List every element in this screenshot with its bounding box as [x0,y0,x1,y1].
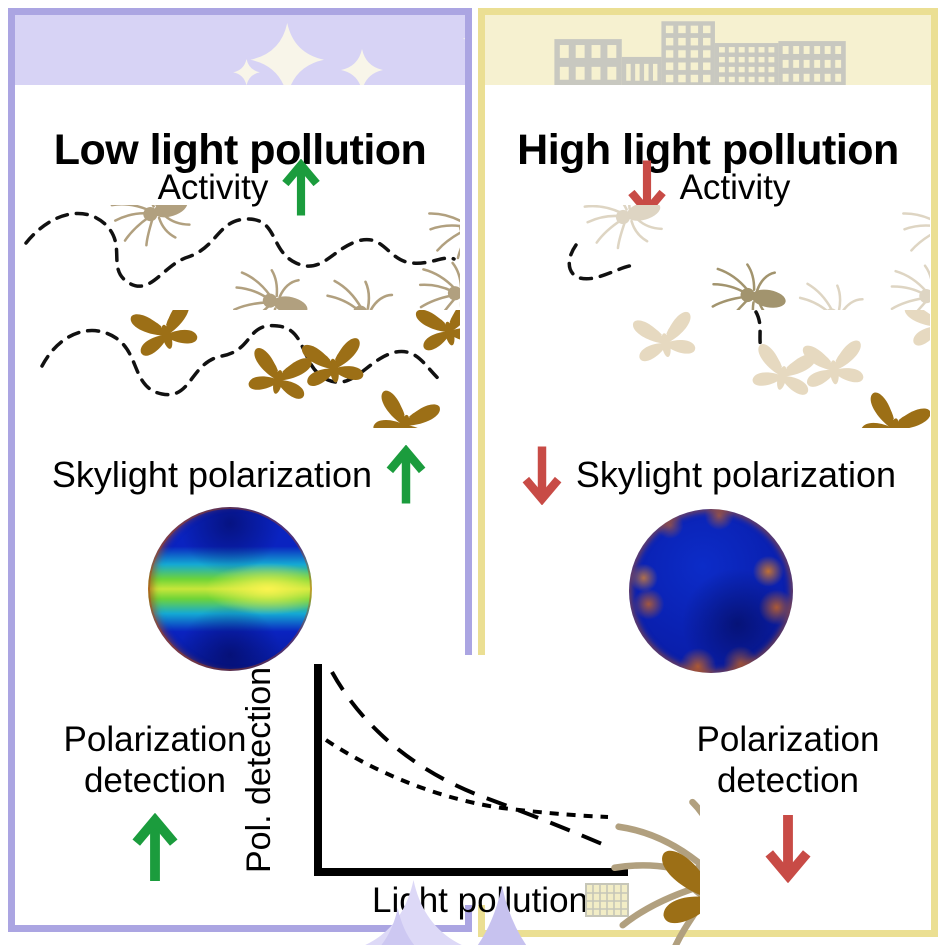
skylight-row-high: Skylight polarization [485,443,931,507]
detection-block-low: Polarization detection [35,720,275,893]
spider-icon [107,205,196,254]
moth-trajectory [40,323,442,397]
y-axis-label: Pol. detection [240,667,278,873]
moth-icon [371,389,441,428]
star-icon [463,17,465,60]
spiders-scene-low [24,205,460,310]
spider-icon [581,205,669,256]
building-icon [714,43,779,85]
star-icon [250,23,324,85]
building-icon [554,39,622,85]
city-band [485,15,931,85]
night-sky-band [15,15,465,85]
fisheye-polarization-image-high [629,509,793,673]
building-icon [778,41,846,85]
moth-icon [415,310,460,352]
activity-row-low: Activity [15,157,465,219]
spider-icon [900,205,930,263]
activity-label-low: Activity [157,168,269,207]
fisheye-polarization-image-low [148,507,312,671]
star-icon [341,49,383,85]
moth-icon [130,310,200,357]
down-arrow-icon [763,813,813,883]
detection-label-line1-high: Polarization [696,720,880,759]
chart-background [418,655,548,905]
spider-icon [708,259,791,310]
spiders-scene-high [567,205,930,310]
detection-label-line1-low: Polarization [63,720,247,759]
skylight-row-low: Skylight polarization [15,443,465,507]
up-arrow-icon [130,813,180,883]
moth-icon [247,347,313,400]
detection-label-line2-low: detection [83,760,227,800]
skylight-label-high: Skylight polarization [575,454,897,495]
moth-detection-curve [330,671,603,846]
detection-label-line2-high: detection [716,760,860,800]
stars-graphic [15,15,465,85]
up-arrow-icon [384,445,428,505]
moth-icon [904,310,930,347]
detection-block-high: Polarization detection [668,720,908,893]
high-pollution-panel: High light pollution Activity Skylight p… [478,8,938,937]
low-pollution-panel: Low light pollution Activity Skylight po… [8,8,472,932]
star-icon [233,59,260,85]
spider-icon [315,271,408,310]
panel-title-low: Low light pollution [53,125,427,174]
moths-scene-high [490,310,930,428]
spider-trajectory-short [567,243,636,281]
panel-title-high: High light pollution [517,125,899,174]
down-arrow-icon [520,445,564,505]
building-icon [621,56,662,85]
chart-axes [314,664,628,876]
spider-trajectory [24,211,456,288]
spider-icon [417,260,460,310]
spider-icon [787,274,878,310]
spider-detection-curve [324,738,609,819]
buildings-graphic [554,21,846,85]
spider-icon [887,262,930,310]
spider-icon [426,205,460,263]
building-icon [661,21,715,85]
building-icon [585,883,629,917]
activity-label-high: Activity [679,168,791,207]
moth-icon [632,311,697,362]
skylight-label-low: Skylight polarization [51,454,373,495]
activity-row-high: Activity [485,157,931,219]
moths-scene-low [40,310,460,428]
moth-icon [859,391,930,428]
spider-icon [228,263,314,310]
polarization-chart: Pol. detection Light pollution [240,664,700,945]
